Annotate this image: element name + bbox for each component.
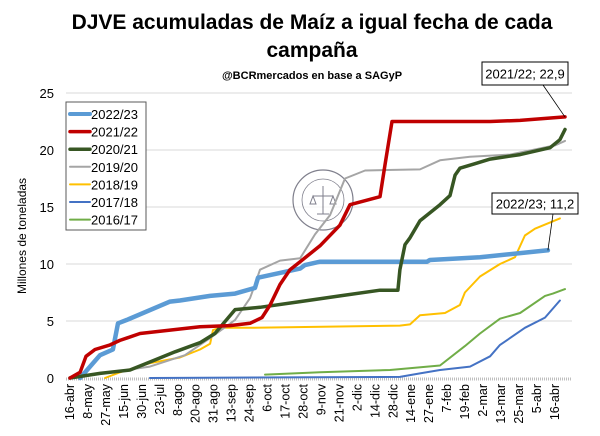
x-tick-label: 30-jun xyxy=(135,384,149,419)
x-tick-label: 14-ene xyxy=(404,384,418,423)
x-tick-label: 17-oct xyxy=(279,383,293,418)
x-tick-label: 2-dic xyxy=(350,384,364,411)
x-tick-label: 2-mar xyxy=(476,384,490,417)
x-tick-label: 16-abr xyxy=(63,384,77,420)
x-tick-label: 21-nov xyxy=(332,383,346,422)
x-tick-label: 28-dic xyxy=(386,384,400,418)
chart-title-line-2: campaña xyxy=(266,39,357,62)
annotation-box xyxy=(491,192,579,215)
y-axis-label: Millones de toneladas xyxy=(15,178,29,294)
y-tick-label: 5 xyxy=(47,314,54,329)
series-lines xyxy=(68,115,567,381)
y-tick-label: 10 xyxy=(40,257,54,272)
y-tick-label: 20 xyxy=(40,143,54,158)
x-tick-label: 8-may xyxy=(81,383,95,418)
x-tick-label: 25-mar xyxy=(512,384,526,424)
x-tick-label: 5-abr xyxy=(530,384,544,413)
x-tick-label: 6-oct xyxy=(261,383,275,411)
x-tick-label: 23-jul xyxy=(153,384,167,415)
annotation-leader-line xyxy=(542,84,566,118)
x-tick-label: 27-may xyxy=(99,383,113,425)
annotations: 2021/22; 22,9 2022/23; 11,2 xyxy=(481,61,579,251)
x-tick-label: 7-feb xyxy=(440,384,454,413)
x-tick-label: 20-ago xyxy=(189,384,203,423)
chart-subtitle: @BCRmercados en base a SAGyP xyxy=(222,70,402,82)
series-line-2022-23 xyxy=(77,248,551,381)
x-tick-labels: 16-abr 8-may 27-may 15-jun 30-jun 23-jul 8-ago… xyxy=(63,383,562,425)
legend-label: 2022/23 xyxy=(91,107,138,122)
series-line-2021-22 xyxy=(68,115,567,380)
chart-title-line-1: DJVE acumuladas de Maíz a igual fecha de… xyxy=(72,11,553,34)
x-tick-label: 8-ago xyxy=(171,384,185,416)
legend-label: 2021/22 xyxy=(91,125,138,140)
watermark-seal xyxy=(292,169,354,231)
x-tick-label: 15-jun xyxy=(117,384,131,419)
series-line-2019-20 xyxy=(69,139,566,379)
annotation-leader-line xyxy=(547,213,554,251)
x-tick-label: 14-dic xyxy=(368,384,382,418)
x-tick-label: 31-ago xyxy=(207,384,221,423)
legend-label: 2017/18 xyxy=(91,195,138,210)
y-tick-label: 0 xyxy=(47,371,54,386)
y-tick-labels: 0 5 10 15 20 25 xyxy=(40,86,54,386)
x-tick-label: 27-ene xyxy=(422,384,436,423)
annotation-label: 2021/22; 22,9 xyxy=(485,67,565,82)
x-tick-label: 13-mar xyxy=(494,384,508,424)
y-tick-label: 15 xyxy=(40,200,54,215)
x-tick-label: 19-feb xyxy=(458,384,472,419)
x-tick-label: 16-abr xyxy=(548,384,562,420)
annotation-label: 2022/23; 11,2 xyxy=(496,197,575,212)
annotation-box xyxy=(481,61,569,86)
legend-label: 2016/17 xyxy=(91,213,138,228)
legend: 2022/23 2021/22 2020/21 2019/20 2018/19 2017/… xyxy=(65,101,147,231)
x-tick-label: 28-oct xyxy=(296,383,310,418)
x-tick-label: 13-sep xyxy=(225,384,239,422)
series-line-2020-21 xyxy=(68,127,567,380)
x-tick-label: 9-nov xyxy=(314,383,328,415)
x-tick-label: 24-sep xyxy=(243,384,257,422)
legend-label: 2020/21 xyxy=(91,142,138,157)
legend-label: 2019/20 xyxy=(91,160,138,175)
legend-label: 2018/19 xyxy=(91,177,138,192)
series-line-2016-17 xyxy=(264,288,566,376)
y-tick-label: 25 xyxy=(40,86,54,101)
series-line-2017-18 xyxy=(148,299,561,379)
